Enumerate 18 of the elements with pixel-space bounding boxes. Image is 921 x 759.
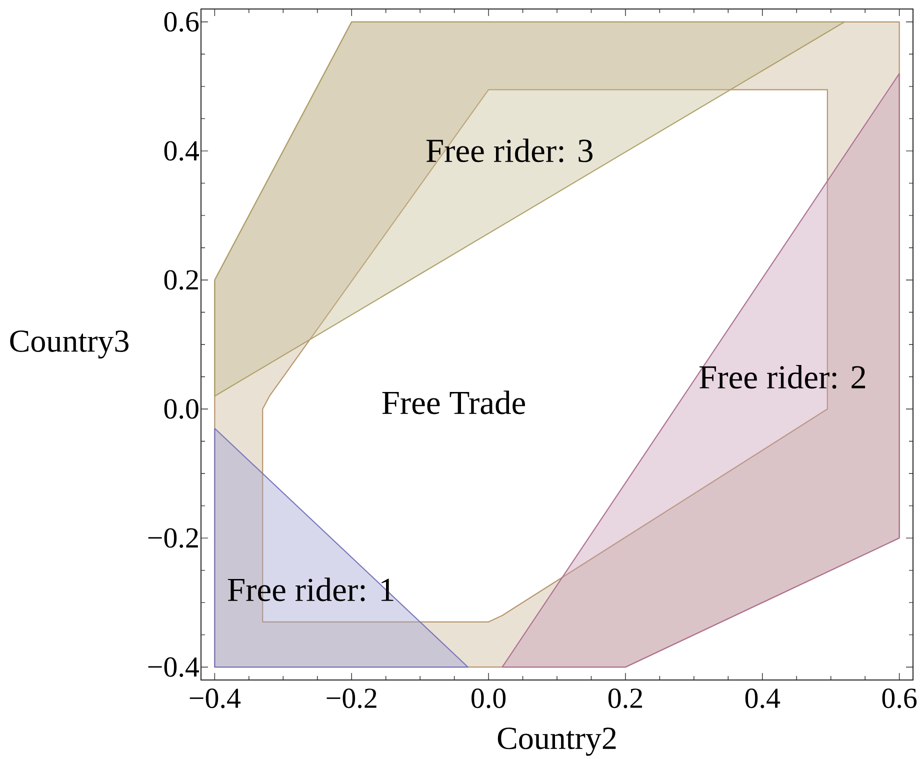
series-label: Free rider: 2 <box>699 365 866 389</box>
x-tick-label: −0.2 <box>326 688 376 708</box>
series-label: Free rider: 1 <box>228 578 394 602</box>
series-label: Free Trade <box>382 390 525 414</box>
x-tick-label: 0.4 <box>745 688 780 708</box>
y-tick-label: 0.2 <box>164 270 198 290</box>
y-tick-label: 0.6 <box>164 12 199 32</box>
series-label: Free rider: 3 <box>426 138 592 162</box>
y-axis-title: Country3 <box>10 330 128 359</box>
x-tick-label: 0.0 <box>472 688 506 708</box>
x-axis-title: Country2 <box>498 728 616 756</box>
y-tick-label: 0.0 <box>164 399 198 419</box>
x-tick-label: 0.6 <box>882 688 917 708</box>
y-tick-label: −0.4 <box>148 657 200 677</box>
y-tick-label: −0.2 <box>148 528 198 548</box>
x-tick-label: −0.4 <box>190 688 241 708</box>
x-tick-label: 0.2 <box>608 688 642 708</box>
y-tick-label: 0.4 <box>164 141 200 161</box>
